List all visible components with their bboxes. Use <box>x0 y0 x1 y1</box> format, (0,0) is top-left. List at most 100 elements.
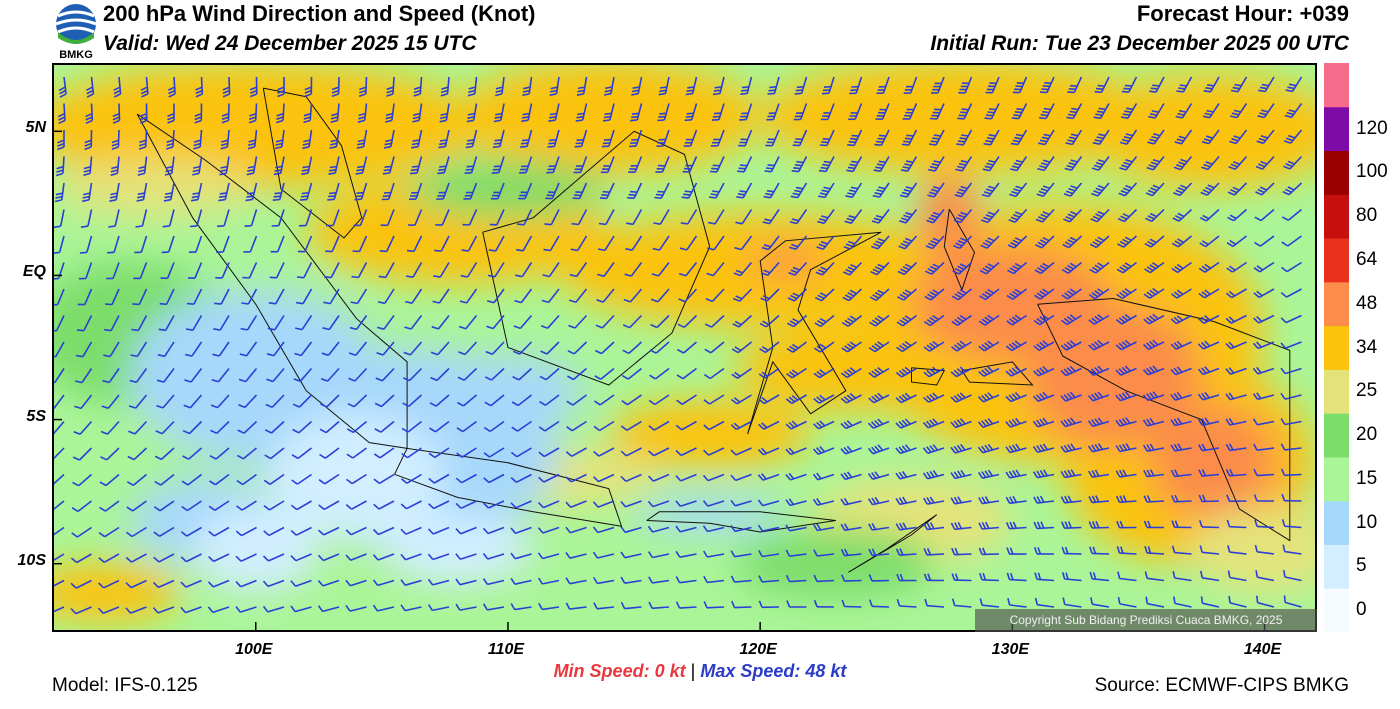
wind-barb <box>510 603 532 611</box>
wind-barb <box>356 129 368 149</box>
wind-barb <box>133 262 148 280</box>
wind-barb <box>628 156 643 173</box>
wind-barb <box>648 420 670 431</box>
wind-barb <box>1087 365 1110 377</box>
wind-barb <box>818 156 835 173</box>
wind-barb <box>1254 544 1275 555</box>
speed-patch <box>608 399 811 469</box>
wind-barb <box>54 473 65 485</box>
wind-barb <box>813 549 835 557</box>
wind-barb <box>265 394 285 409</box>
speed-patch <box>734 529 937 599</box>
wind-barb <box>487 262 505 278</box>
wind-barb <box>547 129 560 148</box>
wind-barb <box>167 103 175 124</box>
wind-barb <box>928 129 945 146</box>
wind-barb <box>979 288 1000 301</box>
wind-barb <box>655 156 670 173</box>
wind-barb <box>677 341 698 354</box>
wind-barb <box>1230 103 1248 119</box>
wind-barb <box>1006 288 1027 300</box>
wind-barb <box>1091 156 1110 171</box>
wind-barb <box>844 209 863 224</box>
wind-barb <box>1171 261 1192 274</box>
wind-barb <box>565 577 587 585</box>
wind-barb <box>787 288 808 302</box>
wind-barb <box>1087 417 1110 428</box>
wind-barb <box>323 288 340 305</box>
wind-barb <box>565 473 587 483</box>
wind-barb <box>869 599 890 608</box>
wind-barb <box>867 496 890 506</box>
wind-barb <box>537 500 560 509</box>
wind-map-canvas <box>54 65 1315 630</box>
wind-barb <box>74 394 93 410</box>
logo-text: BMKG <box>59 49 93 60</box>
wind-barb <box>400 500 422 510</box>
wind-barb <box>537 526 560 534</box>
wind-barb <box>220 129 230 150</box>
wind-barb <box>1170 314 1192 325</box>
wind-barb <box>1198 314 1220 325</box>
wind-barb <box>437 156 450 175</box>
wind-barb <box>512 341 533 355</box>
wind-barb <box>758 575 780 583</box>
wind-barb <box>1061 314 1082 326</box>
wind-barb <box>593 394 615 406</box>
wind-barb <box>1117 235 1138 248</box>
wind-barb <box>349 315 368 331</box>
wind-barb <box>923 573 945 582</box>
min-speed-label: Min Speed: <box>553 661 650 681</box>
wind-barb <box>106 262 120 280</box>
wind-barb <box>1119 156 1138 171</box>
wind-barb <box>658 76 670 96</box>
wind-barb <box>1200 570 1220 582</box>
colorbar-segment <box>1324 413 1349 458</box>
wind-barb <box>1092 129 1110 145</box>
wind-barb <box>153 526 175 537</box>
wind-barb <box>568 288 588 304</box>
colorbar-segment <box>1324 106 1349 152</box>
colorbar-label: 10 <box>1356 511 1378 533</box>
wind-barb <box>153 553 175 563</box>
wind-barb <box>99 473 120 487</box>
speed-patch <box>192 506 319 593</box>
wind-barb <box>263 473 285 485</box>
wind-barb <box>266 367 285 383</box>
wind-barb <box>405 288 423 304</box>
wind-barb <box>520 129 533 148</box>
wind-barb <box>815 261 835 276</box>
colorbar-segment <box>1324 238 1349 283</box>
wind-barb <box>952 235 973 250</box>
wind-barb <box>703 447 725 456</box>
wind-barb <box>1252 341 1275 350</box>
coastline <box>747 231 882 435</box>
coastline <box>646 511 836 533</box>
wind-barb <box>542 262 560 278</box>
wind-barb <box>1006 547 1027 555</box>
wind-barb <box>433 262 450 278</box>
wind-barb <box>1284 103 1303 119</box>
wind-barb <box>482 526 505 535</box>
wind-barb <box>676 394 697 405</box>
wind-barb <box>951 573 972 582</box>
wind-barb <box>427 553 450 561</box>
wind-barb <box>1005 366 1027 377</box>
wind-barb <box>977 469 1000 479</box>
wind-barb <box>979 261 1000 275</box>
wind-barb <box>98 579 120 589</box>
wind-barb <box>515 262 533 278</box>
wind-barb <box>538 602 560 611</box>
wind-barb <box>1225 468 1247 477</box>
wind-barb <box>1252 418 1275 426</box>
wind-barb <box>54 341 65 358</box>
speed-patch <box>1151 405 1278 521</box>
wind-barb <box>1285 76 1303 93</box>
wind-barb <box>1062 597 1082 608</box>
wind-barb <box>374 420 395 433</box>
wind-barb <box>72 473 93 487</box>
wind-barb <box>510 473 532 484</box>
wind-barb <box>411 129 423 149</box>
wind-barb <box>593 602 615 610</box>
wind-barb <box>1143 287 1165 299</box>
